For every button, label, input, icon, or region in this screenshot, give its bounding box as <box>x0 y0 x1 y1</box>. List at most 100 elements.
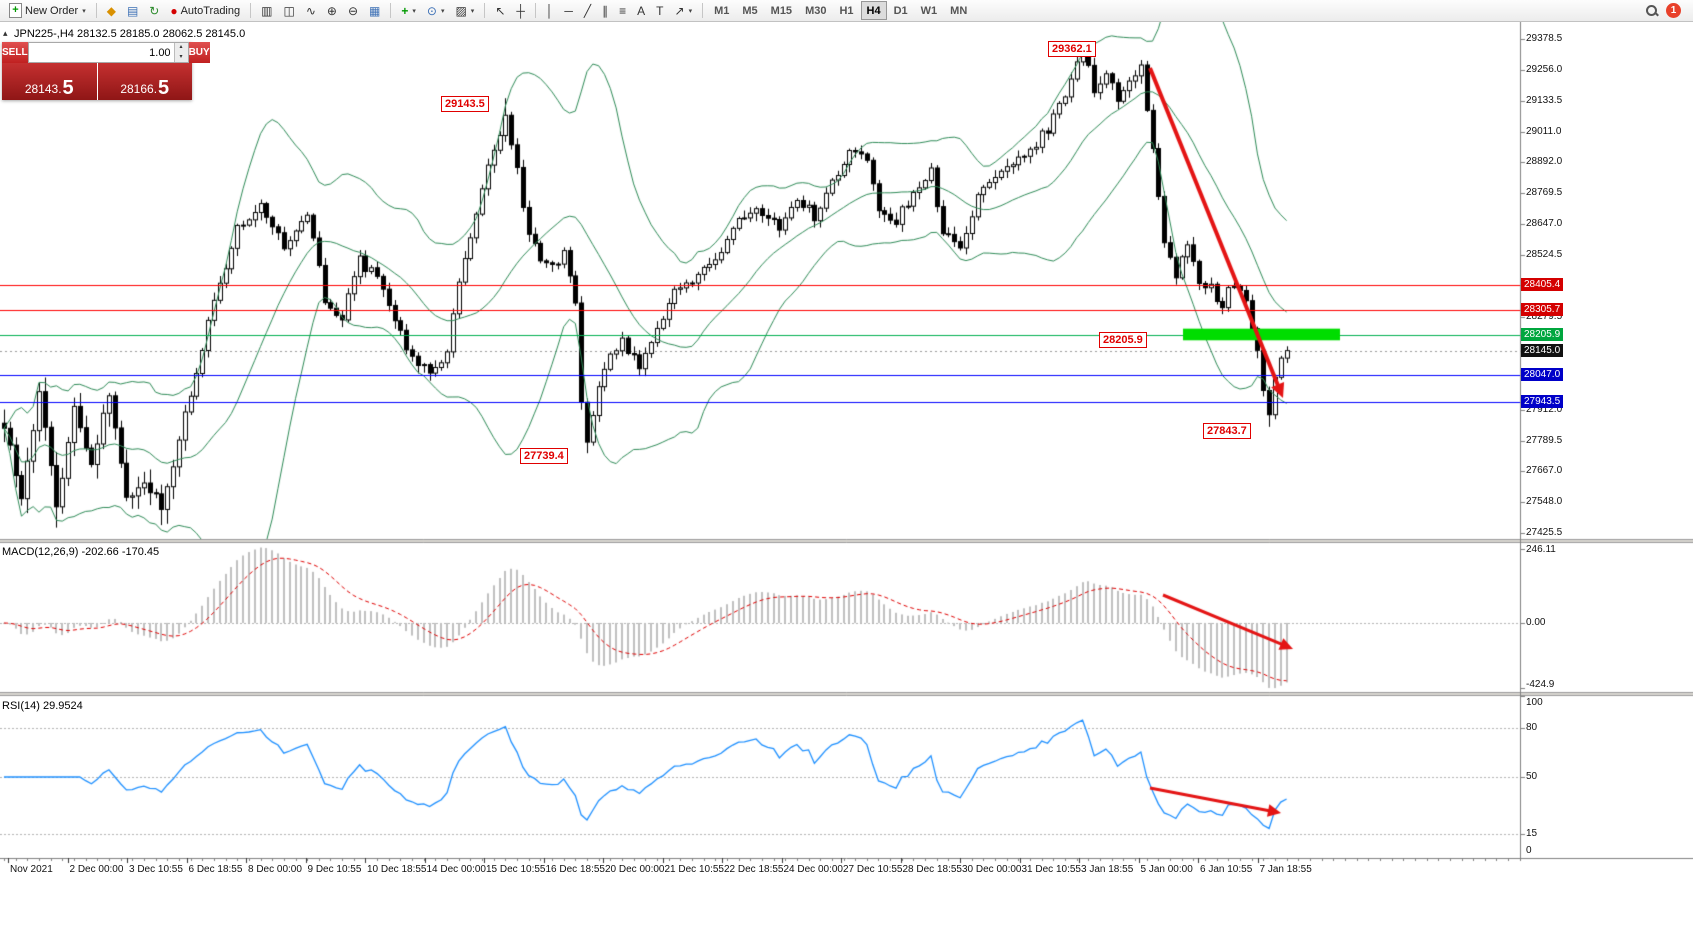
bar-chart-button[interactable]: ▥ <box>256 1 277 20</box>
bar-chart-icon: ▥ <box>261 3 273 18</box>
horizontal-line-icon: ─ <box>564 3 573 18</box>
volume-down-button[interactable]: ▾ <box>179 53 183 60</box>
price-annotation[interactable]: 27843.7 <box>1203 423 1251 439</box>
toolbar-separator <box>250 3 252 18</box>
trendline-button[interactable]: ╱ <box>579 1 596 20</box>
rsi-label: RSI(14) 29.9524 <box>2 700 83 712</box>
tile-windows-icon: ▦ <box>369 3 381 18</box>
timeframe-button-m1[interactable]: M1 <box>708 1 735 20</box>
timeframe-button-mn[interactable]: MN <box>944 1 973 20</box>
notification-badge[interactable]: 1 <box>1666 3 1681 18</box>
toolbar-separator <box>390 3 392 18</box>
plus-icon: + <box>12 4 19 16</box>
clock-icon: ⊙ <box>426 3 437 18</box>
channel-button[interactable]: ∥ <box>597 1 613 20</box>
timeframe-button-h4[interactable]: H4 <box>860 1 887 20</box>
fibonacci-button[interactable]: ≡ <box>614 1 631 20</box>
candlestick-chart-button[interactable]: ◫ <box>278 1 299 20</box>
chart-canvas[interactable] <box>0 22 1693 941</box>
toolbar-right-group: 1 <box>1645 3 1689 18</box>
chevron-down-icon: ▾ <box>82 7 86 15</box>
zoom-out-icon: ⊖ <box>347 3 358 18</box>
timeframe-button-m5[interactable]: M5 <box>736 1 763 20</box>
cursor-button[interactable]: ↖ <box>490 1 510 20</box>
buy-price[interactable]: 28166. 5 <box>97 63 192 100</box>
buy-price-main: 28166. <box>120 82 158 96</box>
toolbar-separator <box>702 3 704 18</box>
volume-field: ▴ ▾ <box>27 42 189 63</box>
one-click-trading-panel: SELL ▴ ▾ BUY 28143.5 28166.5 <box>2 42 210 100</box>
arrow-objects-icon: ↗ <box>674 3 685 18</box>
autotrading-label: AutoTrading <box>180 4 241 17</box>
buy-price-big-digit: 5 <box>158 77 170 99</box>
cursor-icon: ↖ <box>495 3 506 18</box>
periods-button[interactable]: ⊙ ▾ <box>422 1 450 20</box>
sell-button[interactable]: SELL <box>2 42 28 63</box>
text-button[interactable]: A <box>632 1 650 20</box>
one-click-toggle-icon[interactable]: ▴ <box>3 28 8 38</box>
buy-button[interactable]: BUY <box>188 42 210 63</box>
candlestick-chart-icon: ◫ <box>283 3 295 18</box>
timeframe-group: M1 M5 M15 M30 H1 H4 D1 W1 MN <box>708 1 973 20</box>
new-order-button[interactable]: + New Order ▾ <box>4 1 91 20</box>
volume-input[interactable] <box>28 43 174 62</box>
chevron-down-icon: ▾ <box>688 7 693 15</box>
chevron-down-icon: ▾ <box>412 7 416 15</box>
metaeditor-icon: ◆ <box>106 3 116 18</box>
search-icon[interactable] <box>1645 4 1658 17</box>
toolbar-separator <box>484 3 486 18</box>
channel-icon: ∥ <box>602 3 609 18</box>
vertical-line-icon: │ <box>545 3 554 18</box>
chevron-down-icon: ▾ <box>470 7 475 15</box>
tile-windows-button[interactable]: ▦ <box>364 1 385 20</box>
vertical-line-button[interactable]: │ <box>541 1 559 20</box>
price-annotation[interactable]: 29143.5 <box>441 96 489 112</box>
indicators-button[interactable]: + ▾ <box>396 1 421 20</box>
refresh-icon: ↻ <box>149 3 160 18</box>
timeframe-button-d1[interactable]: D1 <box>888 1 914 20</box>
crosshair-button[interactable]: ┼ <box>511 1 530 20</box>
chevron-down-icon: ▾ <box>440 7 445 15</box>
crosshair-icon: ┼ <box>516 3 525 18</box>
volume-up-button[interactable]: ▴ <box>179 44 183 50</box>
zoom-in-button[interactable]: ⊕ <box>322 1 342 20</box>
timeframe-button-h1[interactable]: H1 <box>833 1 859 20</box>
terminal-icon: ▤ <box>126 3 139 18</box>
toolbar-separator <box>534 3 536 18</box>
chart-window: ▴ JPN225-,H4 28132.5 28185.0 28062.5 281… <box>0 22 1693 941</box>
fibonacci-icon: ≡ <box>619 3 627 18</box>
arrow-objects-button[interactable]: ↗ ▾ <box>670 1 698 20</box>
templates-button[interactable]: ▨ ▾ <box>450 1 479 20</box>
chart-ohlc-header: JPN225-,H4 28132.5 28185.0 28062.5 28145… <box>14 28 246 40</box>
refresh-button[interactable]: ↻ <box>144 1 164 20</box>
volume-stepper: ▴ ▾ <box>173 43 188 62</box>
new-order-label: New Order <box>25 4 79 17</box>
toolbar-separator <box>95 3 97 18</box>
text-icon: A <box>637 3 646 18</box>
timeframe-button-m30[interactable]: M30 <box>799 1 832 20</box>
label-button[interactable]: T <box>651 1 668 20</box>
zoom-out-button[interactable]: ⊖ <box>343 1 363 20</box>
line-chart-icon: ∿ <box>305 3 316 18</box>
price-annotation[interactable]: 27739.4 <box>520 448 568 464</box>
price-annotation[interactable]: 29362.1 <box>1048 41 1096 57</box>
indicators-icon: + <box>401 3 409 18</box>
sell-price[interactable]: 28143. 5 <box>2 63 98 100</box>
timeframe-button-w1[interactable]: W1 <box>915 1 944 20</box>
sell-price-big-digit: 5 <box>62 77 74 99</box>
price-annotation[interactable]: 28205.9 <box>1099 332 1147 348</box>
zoom-in-icon: ⊕ <box>326 3 337 18</box>
autotrading-button[interactable]: ● AutoTrading <box>165 1 245 20</box>
sell-price-main: 28143. <box>24 82 62 96</box>
macd-label: MACD(12,26,9) -202.66 -170.45 <box>2 546 160 558</box>
terminal-button[interactable]: ▤ <box>122 1 143 20</box>
new-order-icon: + <box>9 3 22 18</box>
template-icon: ▨ <box>455 3 467 18</box>
horizontal-line-button[interactable]: ─ <box>559 1 578 20</box>
metaeditor-button[interactable]: ◆ <box>102 1 121 20</box>
label-icon: T <box>656 3 664 18</box>
line-chart-button[interactable]: ∿ <box>301 1 321 20</box>
timeframe-button-m15[interactable]: M15 <box>765 1 798 20</box>
trendline-icon: ╱ <box>583 3 592 18</box>
